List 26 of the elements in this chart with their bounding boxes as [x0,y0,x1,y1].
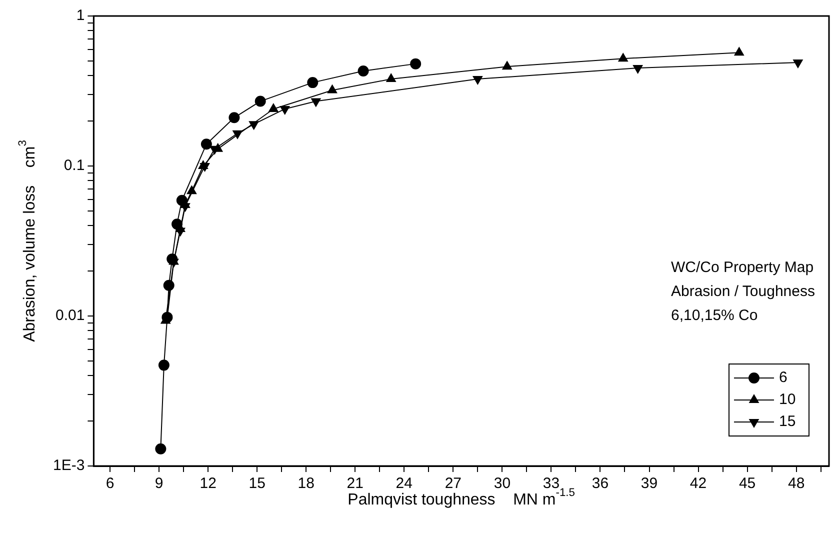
x-tick-label: 15 [248,475,266,492]
x-tick-label: 30 [494,475,511,492]
y-axis-title: Abrasion, volume loss cm3 [16,140,38,342]
x-tick-label: 33 [542,475,560,492]
legend-label: 10 [779,391,796,408]
x-tick-label: 36 [592,475,609,492]
annotation: 6,10,15% Co [671,307,758,324]
x-tick-label: 48 [788,475,805,492]
y-tick-label: 0.1 [64,157,85,174]
x-tick-label: 9 [154,475,164,492]
x-tick-label: 42 [690,475,707,492]
annotation: Abrasion / Toughness [671,283,815,300]
legend-label: 15 [779,413,796,430]
y-tick-label: 1E-3 [52,457,85,474]
annotation: WC/Co Property Map [671,259,814,276]
x-tick-label: 27 [444,475,462,492]
legend-label: 6 [779,369,788,386]
x-tick-label: 39 [640,475,658,492]
y-tick-label: 0.01 [55,307,85,324]
x-tick-label: 18 [298,475,314,492]
x-tick-label: 6 [106,475,114,492]
x-tick-label: 45 [738,475,756,492]
y-tick-label: 1 [76,7,85,24]
x-tick-label: 24 [396,475,412,492]
x-tick-label: 21 [346,475,364,492]
x-tick-label: 12 [200,475,216,492]
